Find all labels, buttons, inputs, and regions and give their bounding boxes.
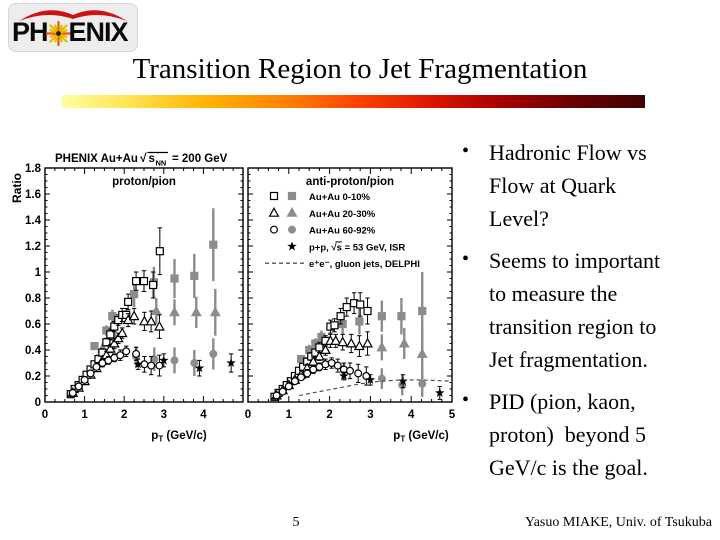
bullet-item: • Seems to important to measure the tran…	[462, 244, 718, 376]
phoenix-swoosh-icon	[19, 10, 127, 21]
svg-text:1.4: 1.4	[25, 215, 42, 227]
credit-line: Yasuo MIAKE, Univ. of Tsukuba	[525, 515, 712, 530]
svg-text:s: s	[149, 153, 155, 165]
logo-text-ph: PH	[12, 17, 49, 47]
svg-text:5: 5	[449, 409, 456, 421]
svg-text:proton/pion: proton/pion	[112, 176, 176, 188]
svg-text:PHENIX Au+Au: PHENIX Au+Au	[55, 153, 138, 165]
logo-text-enix: ENIX	[68, 17, 129, 47]
bullet-marker: •	[462, 248, 470, 270]
svg-text:Ratio: Ratio	[10, 173, 24, 203]
svg-text:0.4: 0.4	[25, 345, 42, 357]
svg-text:Au+Au 20-30%: Au+Au 20-30%	[309, 209, 376, 220]
svg-text:3: 3	[161, 409, 167, 421]
svg-text:1.2: 1.2	[25, 241, 41, 253]
svg-text:2: 2	[326, 409, 332, 421]
svg-text:1: 1	[35, 267, 42, 279]
svg-text:anti-proton/pion: anti-proton/pion	[306, 176, 394, 188]
svg-text:0: 0	[42, 409, 48, 421]
bullet-marker: •	[462, 140, 470, 162]
sunburst-icon	[45, 20, 71, 46]
svg-text:Au+Au 0-10%: Au+Au 0-10%	[309, 192, 371, 203]
svg-text:= 200 GeV: = 200 GeV	[172, 153, 228, 165]
svg-text:0.2: 0.2	[25, 371, 41, 383]
svg-text:3: 3	[367, 409, 373, 421]
page-number: 5	[292, 515, 300, 530]
svg-text:p+p, √s = 53 GeV, ISR: p+p, √s = 53 GeV, ISR	[309, 242, 405, 253]
title-gradient-bar	[62, 95, 645, 108]
svg-text:1.8: 1.8	[25, 163, 42, 175]
svg-text:√: √	[140, 151, 147, 165]
svg-text:e⁺e⁻, gluon jets, DELPHI: e⁺e⁻, gluon jets, DELPHI	[309, 259, 420, 270]
bullet-text: Hadronic Flow vs Flow at Quark Level?	[489, 140, 647, 231]
bullet-item: • Hadronic Flow vs Flow at Quark Level?	[462, 136, 718, 235]
svg-text:0: 0	[35, 397, 41, 409]
svg-text:0: 0	[245, 409, 251, 421]
figure-chart: PHENIX Au+Au √ s NN = 200 GeV Ratio 0 1 2 3 4 proto…	[10, 151, 456, 444]
phenix-logo: PH ENIX	[8, 3, 138, 52]
svg-text:1.6: 1.6	[25, 189, 41, 201]
svg-text:pT (GeV/c): pT (GeV/c)	[151, 430, 207, 444]
svg-text:2: 2	[121, 409, 127, 421]
slide-title: Transition Region to Jet Fragmentation	[132, 53, 588, 85]
bullet-marker: •	[462, 389, 470, 411]
svg-text:NN: NN	[156, 159, 167, 168]
svg-text:1: 1	[286, 409, 293, 421]
svg-text:0.6: 0.6	[25, 319, 41, 331]
svg-text:0.8: 0.8	[25, 293, 42, 305]
svg-text:4: 4	[200, 409, 207, 421]
bullet-item: • PID (pion, kaon, proton) beyond 5 GeV/…	[462, 385, 718, 484]
svg-text:1: 1	[81, 409, 88, 421]
bullet-text: Seems to important to measure the transi…	[489, 248, 661, 372]
figure: PHENIX Au+Au √ s NN = 200 GeV Ratio 0 1 2 3 4 proto…	[8, 122, 470, 460]
bullet-list: • Hadronic Flow vs Flow at Quark Level? …	[462, 136, 718, 493]
bullet-text: PID (pion, kaon, proton) beyond 5 GeV/c …	[489, 389, 648, 480]
svg-text:pT (GeV/c): pT (GeV/c)	[393, 430, 449, 444]
svg-text:4: 4	[408, 409, 415, 421]
svg-text:Au+Au 60-92%: Au+Au 60-92%	[309, 226, 376, 237]
